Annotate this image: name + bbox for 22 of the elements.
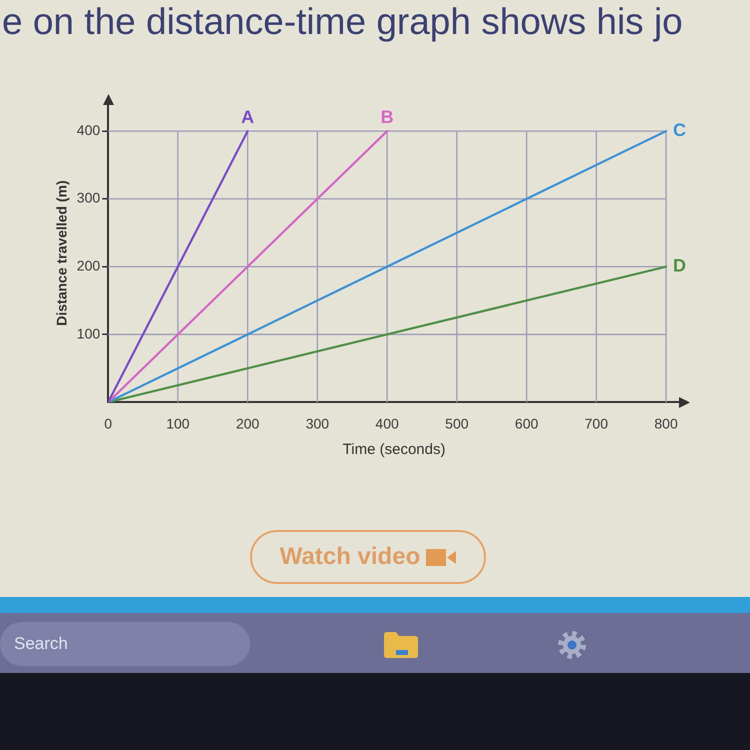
x-tick-label: 400	[375, 415, 399, 432]
x-axis-title: Time (seconds)	[342, 441, 446, 458]
series-label: D	[673, 256, 686, 276]
x-tick-label: 200	[236, 415, 260, 432]
watch-video-button[interactable]: Watch video	[250, 530, 486, 584]
y-tick-label: 100	[76, 325, 100, 342]
search-field[interactable]: Search	[0, 622, 250, 666]
series-label: C	[673, 120, 686, 140]
series-label: A	[241, 107, 254, 128]
series-label: B	[380, 107, 394, 128]
text: e on the distance-time graph shows his jo	[2, 0, 683, 44]
x-tick-label: 600	[514, 415, 538, 432]
x-tick-label: 500	[445, 415, 469, 432]
x-tick-label: 100	[166, 415, 190, 432]
y-axis-title: Distance travelled (m)	[53, 180, 70, 326]
y-tick-label: 200	[76, 258, 100, 274]
x-tick-label: 700	[584, 415, 608, 432]
x-tick-label: 0	[104, 415, 112, 432]
x-tick-label: 800	[654, 415, 678, 432]
y-tick-label: 400	[76, 122, 100, 138]
x-tick-label: 300	[306, 415, 330, 432]
y-tick-label: 300	[76, 190, 100, 206]
